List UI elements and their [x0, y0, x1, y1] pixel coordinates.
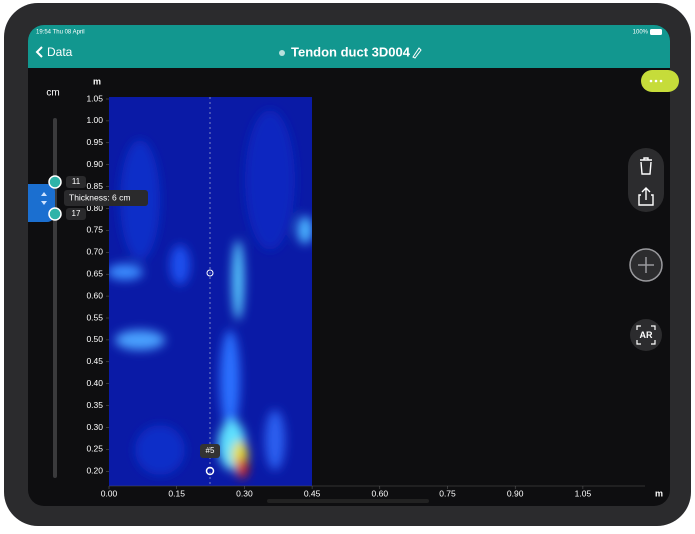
ar-button[interactable]: [630, 319, 662, 351]
depth-unit: cm: [46, 88, 59, 99]
cursor-point[interactable]: [206, 269, 214, 277]
y-tick-label: 0.40: [86, 378, 103, 388]
y-tick-label: 0.55: [86, 312, 103, 322]
nav-bar: [28, 25, 670, 68]
x-tick-label: 1.05: [575, 488, 592, 498]
x-tick-label: 0.60: [372, 488, 389, 498]
y-tick-label: 0.75: [86, 225, 103, 235]
y-tick-label: 1.00: [86, 115, 103, 125]
home-indicator: [267, 499, 429, 503]
y-tick-label: 0.45: [86, 356, 103, 366]
battery-label: 100%: [633, 30, 649, 36]
upper-label: 11: [72, 177, 81, 186]
y-unit: m: [93, 76, 101, 86]
battery-icon: [650, 29, 662, 35]
x-tick-label: 0.90: [507, 488, 524, 498]
y-tick-label: 0.25: [86, 444, 103, 454]
back-icon[interactable]: [35, 46, 43, 58]
more-dots: [649, 79, 663, 83]
tooltip-text: Thickness: 6 cm: [69, 192, 130, 202]
x-tick-label: 0.30: [236, 488, 253, 498]
x-tick-label: 0.00: [101, 488, 118, 498]
marker-point[interactable]: [205, 466, 215, 476]
y-tick-label: 0.85: [86, 181, 103, 191]
y-tick-label: 0.20: [86, 466, 103, 476]
y-tick-label: 0.65: [86, 268, 103, 278]
lower-badge: [66, 208, 86, 220]
x-tick-label: 0.15: [168, 488, 185, 498]
y-tick-label: 0.80: [86, 203, 103, 213]
edit-icon[interactable]: [412, 47, 422, 59]
range-arrows: [41, 192, 47, 205]
y-tick-label: 1.05: [86, 93, 103, 103]
page-title: Tendon duct 3D004: [291, 44, 411, 59]
y-tick-label: 0.60: [86, 290, 103, 300]
back-button[interactable]: Data: [47, 45, 73, 59]
status-dot: [279, 50, 285, 56]
marker-badge: [200, 444, 220, 458]
upper-handle[interactable]: [48, 175, 62, 189]
lower-label: 17: [72, 209, 81, 218]
share-button[interactable]: [638, 187, 654, 206]
ar-frame: [636, 325, 656, 345]
marker-label: #5: [206, 446, 215, 455]
y-tick-label: 0.35: [86, 400, 103, 410]
y-tick-label: 0.50: [86, 334, 103, 344]
tooltip: [64, 190, 148, 206]
upper-badge: [66, 176, 86, 188]
tool-group: [628, 148, 664, 212]
lower-handle[interactable]: [48, 207, 62, 221]
y-tick-label: 0.70: [86, 247, 103, 257]
slider-track: [53, 118, 57, 478]
y-tick-label: 0.30: [86, 422, 103, 432]
x-unit: m: [655, 488, 663, 498]
delete-button[interactable]: [640, 157, 652, 175]
y-tick-label: 0.95: [86, 137, 103, 147]
status-time: 19:54 Thu 08 April: [36, 30, 85, 36]
ar-label: AR: [640, 330, 653, 340]
y-tick-label: 0.90: [86, 159, 103, 169]
range-handle[interactable]: [28, 184, 55, 222]
add-icon: [638, 257, 654, 273]
x-tick-label: 0.45: [304, 488, 321, 498]
x-tick-label: 0.75: [439, 488, 456, 498]
